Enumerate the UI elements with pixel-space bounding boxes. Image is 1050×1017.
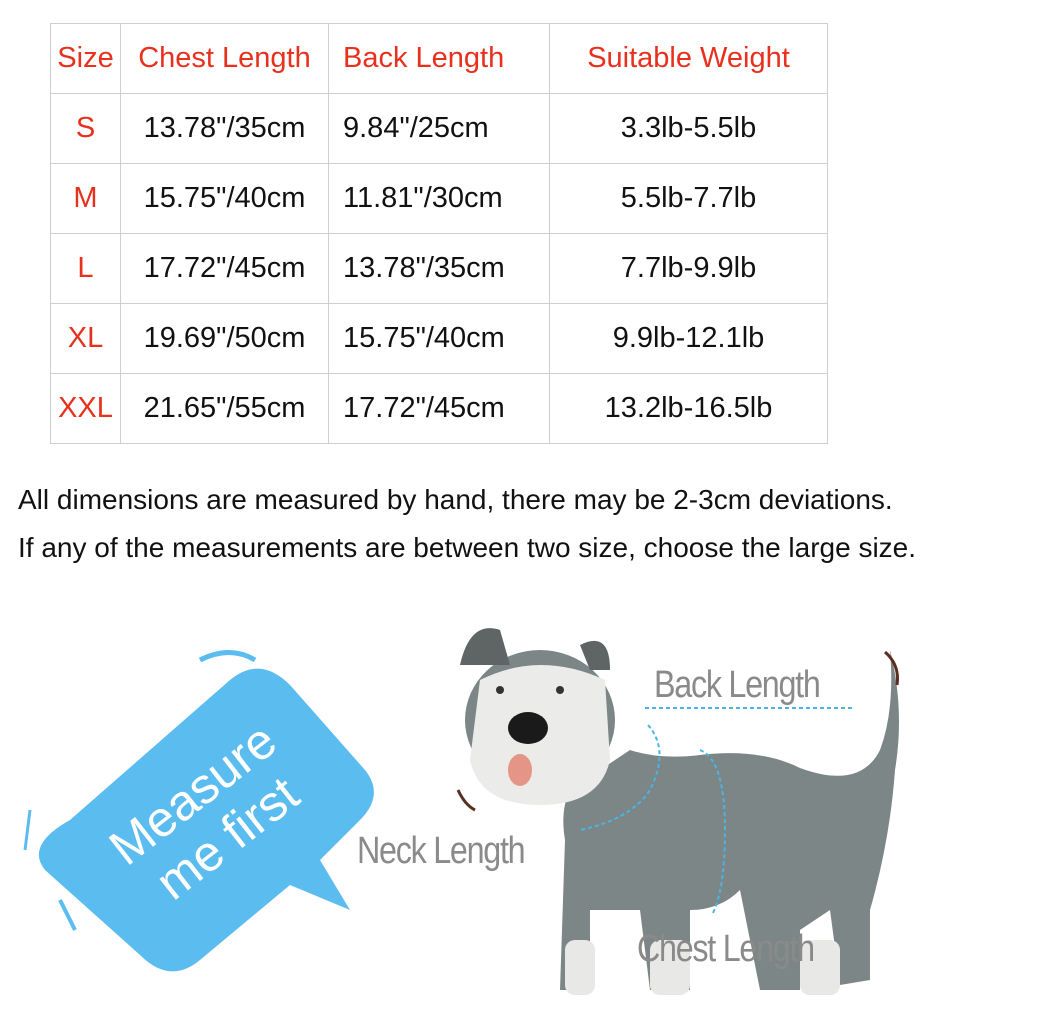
size-cell: M <box>50 163 121 234</box>
back-cell: 11.81"/30cm <box>328 163 550 234</box>
size-cell: L <box>50 233 121 304</box>
chest-cell: 19.69"/50cm <box>120 303 329 374</box>
size-chart-table: Size Chest Length Back Length Suitable W… <box>50 23 828 444</box>
weight-cell: 9.9lb-12.1lb <box>549 303 828 374</box>
table-header-row: Size Chest Length Back Length Suitable W… <box>50 23 828 94</box>
dog-icon <box>460 628 899 995</box>
back-cell: 17.72"/45cm <box>328 373 550 444</box>
weight-cell: 5.5lb-7.7lb <box>549 163 828 234</box>
back-cell: 15.75"/40cm <box>328 303 550 374</box>
chest-cell: 13.78"/35cm <box>120 93 329 164</box>
size-cell: XL <box>50 303 121 374</box>
label-neck-length: Neck Length <box>357 830 526 872</box>
label-back-length: Back Length <box>654 664 821 706</box>
size-cell: XXL <box>50 373 121 444</box>
back-cell: 9.84"/25cm <box>328 93 550 164</box>
table-row: M 15.75"/40cm 11.81"/30cm 5.5lb-7.7lb <box>50 163 828 234</box>
size-cell: S <box>50 93 121 164</box>
table-row: L 17.72"/45cm 13.78"/35cm 7.7lb-9.9lb <box>50 233 828 304</box>
header-size: Size <box>50 23 121 94</box>
weight-cell: 7.7lb-9.9lb <box>549 233 828 304</box>
label-chest-length: Chest Length <box>637 928 815 970</box>
header-back-length: Back Length <box>328 23 550 94</box>
table-row: S 13.78"/35cm 9.84"/25cm 3.3lb-5.5lb <box>50 93 828 164</box>
note-choose-large: If any of the measurements are between t… <box>18 532 917 563</box>
header-chest-length: Chest Length <box>120 23 329 94</box>
table-row: XXL 21.65"/55cm 17.72"/45cm 13.2lb-16.5l… <box>50 373 828 444</box>
measure-lines <box>579 707 855 916</box>
weight-cell: 3.3lb-5.5lb <box>549 93 828 164</box>
header-suitable-weight: Suitable Weight <box>549 23 828 94</box>
measurement-illustration <box>23 628 899 995</box>
chest-cell: 15.75"/40cm <box>120 163 329 234</box>
note-deviation: All dimensions are measured by hand, the… <box>18 484 893 515</box>
weight-cell: 13.2lb-16.5lb <box>549 373 828 444</box>
chest-cell: 17.72"/45cm <box>120 233 329 304</box>
motion-marks <box>456 650 899 812</box>
chest-cell: 21.65"/55cm <box>120 373 329 444</box>
speech-bubble-icon <box>23 650 374 972</box>
table-row: XL 19.69"/50cm 15.75"/40cm 9.9lb-12.1lb <box>50 303 828 374</box>
back-cell: 13.78"/35cm <box>328 233 550 304</box>
